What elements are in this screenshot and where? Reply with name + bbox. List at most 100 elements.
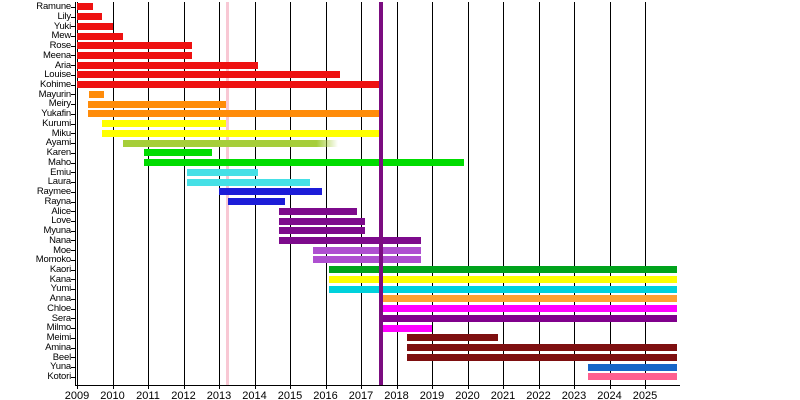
y-axis-tick [71, 376, 75, 378]
timeline-bar [382, 324, 432, 332]
y-axis-tick [71, 65, 75, 67]
timeline-bar [279, 236, 422, 244]
y-axis-tick [71, 201, 75, 203]
timeline-bar [77, 81, 381, 89]
timeline-bar [77, 71, 340, 79]
row-label: Kana [49, 273, 72, 285]
row-label: Momoko [35, 254, 71, 266]
x-axis-tick [609, 385, 611, 389]
row-label: Love [51, 215, 71, 227]
x-tick-label: 2019 [419, 390, 445, 400]
y-axis-tick [71, 308, 75, 310]
row-label: Amina [45, 341, 71, 353]
timeline-bar [77, 22, 113, 30]
x-axis-tick [290, 385, 291, 389]
timeline-bar [77, 51, 193, 59]
x-tick-label: 2020 [455, 390, 480, 400]
year-gridline [112, 2, 114, 385]
timeline-bar [77, 13, 102, 21]
y-axis-tick [71, 152, 75, 154]
y-axis-tick [71, 182, 75, 184]
row-label: Meiry [48, 98, 71, 110]
timeline-bar [329, 285, 677, 293]
year-gridline [183, 2, 185, 385]
row-label: Maho [48, 156, 71, 168]
timeline-bar [588, 363, 677, 371]
timeline-bar [144, 149, 212, 157]
y-axis-tick [71, 84, 75, 86]
y-axis-tick [71, 259, 75, 261]
y-axis-tick [71, 269, 75, 271]
row-label: Louise [44, 69, 71, 81]
x-axis-tick [325, 385, 327, 389]
timeline-bar [219, 188, 322, 196]
row-label: Anna [49, 293, 72, 305]
y-axis-tick [71, 26, 75, 28]
year-gridline [503, 2, 504, 385]
x-tick-label: 2021 [490, 390, 516, 400]
timeline-bar [144, 159, 464, 167]
row-label: Kurumi [42, 117, 71, 129]
y-axis-tick [71, 250, 75, 252]
x-axis-tick [183, 385, 185, 389]
year-gridline [77, 2, 78, 385]
x-axis-tick [77, 385, 78, 389]
event-line-purple [378, 2, 383, 385]
timeline-bar [407, 344, 677, 352]
x-tick-label: 2022 [526, 390, 551, 400]
x-tick-label: 2011 [136, 390, 160, 400]
timeline-bar [187, 168, 259, 176]
timeline-bar [313, 256, 422, 264]
x-axis-tick [219, 385, 220, 389]
x-tick-label: 2017 [348, 390, 374, 400]
timeline-bar [87, 100, 227, 108]
timeline-bar [407, 334, 498, 342]
x-axis-tick [574, 385, 575, 389]
y-axis-tick [71, 279, 75, 281]
row-label: Sera [51, 312, 71, 324]
x-axis-tick [538, 385, 540, 389]
timeline-bar [227, 198, 285, 206]
timeline-bar [89, 90, 104, 98]
y-axis-tick [71, 211, 75, 213]
timeline-bar [313, 246, 422, 254]
x-axis-tick [645, 385, 646, 389]
y-axis-tick [71, 36, 75, 37]
row-label: Karen [46, 147, 72, 159]
x-tick-label: 2016 [313, 390, 338, 400]
timeline-bar [329, 266, 677, 274]
y-axis-tick [71, 45, 75, 47]
x-tick-label: 2015 [277, 390, 303, 400]
row-label: Kohime [39, 78, 71, 90]
year-gridline [467, 2, 469, 385]
x-axis-tick [503, 385, 504, 389]
row-label: Yukafin [41, 108, 71, 120]
row-label: Mew [51, 30, 72, 42]
y-axis-tick [71, 240, 75, 242]
timeline-bar [279, 227, 365, 235]
x-tick-label: 2025 [632, 390, 658, 400]
row-label: Kaori [49, 263, 71, 275]
y-axis-tick [71, 328, 75, 330]
timeline-bar [77, 3, 93, 11]
x-tick-label: 2010 [100, 390, 125, 400]
row-label: Kotori [47, 371, 71, 383]
row-label: Yuki [53, 20, 71, 32]
x-axis-tick [254, 385, 256, 389]
y-axis-tick [71, 104, 75, 106]
row-label: Lily [57, 10, 72, 22]
row-label: Yuna [50, 361, 71, 373]
row-label: Meimi [46, 332, 72, 344]
y-axis-tick [71, 347, 75, 349]
y-axis-tick [71, 230, 75, 232]
y-axis-tick [71, 318, 75, 320]
y-axis-tick [71, 162, 75, 164]
row-label: Yumi [50, 283, 72, 295]
row-label: Meena [42, 49, 71, 61]
row-label: Milmo [46, 322, 72, 334]
y-axis-tick [71, 367, 75, 369]
year-gridline [538, 2, 540, 385]
timeline-bar [382, 305, 677, 313]
x-axis-tick [396, 385, 398, 389]
